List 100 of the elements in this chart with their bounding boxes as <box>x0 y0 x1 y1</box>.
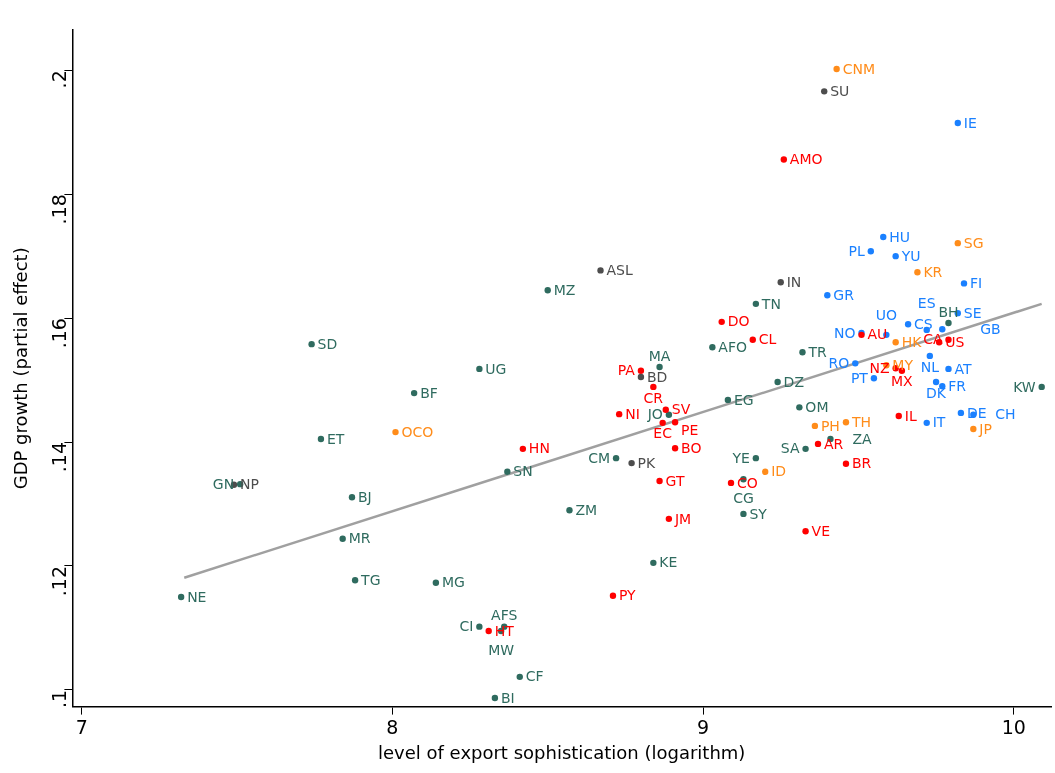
annotation: KR <box>923 263 943 280</box>
annotation: HU <box>889 228 911 245</box>
annotation: TG <box>360 571 381 588</box>
annotation: MZ <box>553 281 576 298</box>
annotation: SY <box>749 505 768 522</box>
annotation: EG <box>733 391 754 408</box>
annotation: NZ <box>869 359 890 376</box>
annotation: ZM <box>575 501 598 518</box>
y-tick-label: .2 <box>48 70 71 89</box>
annotation: YU <box>900 247 921 264</box>
annotation: MR <box>348 530 371 547</box>
annotation: MG <box>441 574 465 591</box>
annotation: SV <box>671 401 691 418</box>
y-tick-label: .1 <box>48 689 71 709</box>
annotation: OM <box>805 398 829 415</box>
annotation: BI <box>500 689 515 706</box>
annotation: JO <box>646 406 663 423</box>
annotation: NE <box>187 588 207 605</box>
annotation: BF <box>420 384 438 401</box>
annotation: OCO <box>401 423 434 440</box>
annotation: GT <box>665 472 685 489</box>
annotation: IE <box>963 114 977 131</box>
annotation: AMO <box>789 151 823 168</box>
annotation: BH <box>938 303 959 320</box>
annotation: KW <box>1013 378 1036 395</box>
annotation: TN <box>760 295 781 312</box>
annotation: JM <box>673 510 692 527</box>
annotation: IN <box>786 273 802 290</box>
annotation: MX <box>891 373 914 390</box>
annotation: CG <box>733 489 754 506</box>
annotation: AT <box>954 360 972 377</box>
annotation: TR <box>807 343 828 360</box>
annotation: DO <box>727 313 750 330</box>
x-tick-label: 7 <box>75 715 88 738</box>
annotation: HK <box>901 333 923 350</box>
y-tick-label: .18 <box>48 194 71 225</box>
annotation: HT <box>494 622 515 639</box>
annotation: CNM <box>842 60 875 77</box>
x-tick-label: 8 <box>386 715 399 738</box>
annotation: FR <box>948 377 967 394</box>
annotation: UO <box>875 307 897 324</box>
y-tick-label: .16 <box>48 318 71 349</box>
annotation: ID <box>771 463 787 480</box>
annotation: BR <box>851 455 872 472</box>
annotation: GB <box>980 320 1001 337</box>
annotation: CO <box>737 474 758 491</box>
annotation: PL <box>848 242 866 259</box>
annotation: NP <box>239 476 259 493</box>
annotation: SN <box>513 463 533 480</box>
annotation: PH <box>820 417 840 434</box>
annotation: MY <box>892 356 914 373</box>
annotation: MW <box>488 641 515 658</box>
annotation: KE <box>659 554 678 571</box>
y-axis-title: GDP growth (partial effect) <box>10 247 32 490</box>
annotation: ZA <box>852 430 873 447</box>
annotation: ET <box>326 430 345 447</box>
annotation: SE <box>963 304 982 321</box>
x-tick-label: 10 <box>1001 715 1026 738</box>
annotation: AFO <box>718 338 748 355</box>
annotation: RO <box>828 354 850 371</box>
x-tick-label: 9 <box>697 715 710 738</box>
annotation: HN <box>528 440 550 457</box>
annotation: TH <box>850 413 872 430</box>
annotation: YE <box>731 449 750 466</box>
annotation: DK <box>926 384 947 401</box>
annotation: CM <box>588 449 611 466</box>
annotation: EC <box>653 425 673 442</box>
annotation: BD <box>646 368 668 385</box>
annotation: AU <box>867 326 888 343</box>
annotation: UG <box>485 360 507 377</box>
annotation: IL <box>904 407 917 424</box>
x-axis-title: level of export sophistication (logarithm) <box>378 741 746 763</box>
annotation: NI <box>625 405 640 422</box>
annotation: AR <box>824 435 844 452</box>
annotation: NL <box>920 358 940 375</box>
annotation: CL <box>758 331 777 348</box>
annotation: SU <box>830 82 850 99</box>
annotation: BO <box>681 439 702 456</box>
annotation: BJ <box>358 488 372 505</box>
annotation: CI <box>459 618 474 635</box>
annotation: PA <box>617 362 636 379</box>
annotation: ASL <box>606 262 633 279</box>
annotation: PE <box>681 421 699 438</box>
annotation: CH <box>995 406 1016 423</box>
annotation: PY <box>618 587 637 604</box>
y-tick-label: .14 <box>48 442 71 473</box>
annotation: PK <box>637 454 657 471</box>
annotation: CF <box>525 668 544 685</box>
annotation: DZ <box>783 373 804 390</box>
annotation: ES <box>917 294 936 311</box>
annotation: JP <box>978 420 992 437</box>
annotation: MA <box>648 347 671 364</box>
annotation: FI <box>970 275 983 292</box>
annotation: GN <box>212 475 235 492</box>
annotation: AFS <box>491 607 518 624</box>
y-tick-label: .12 <box>48 565 71 597</box>
annotation: SD <box>317 335 338 352</box>
annotation: IT <box>932 414 946 431</box>
annotation: PT <box>850 369 869 386</box>
annotation: SG <box>963 234 984 251</box>
